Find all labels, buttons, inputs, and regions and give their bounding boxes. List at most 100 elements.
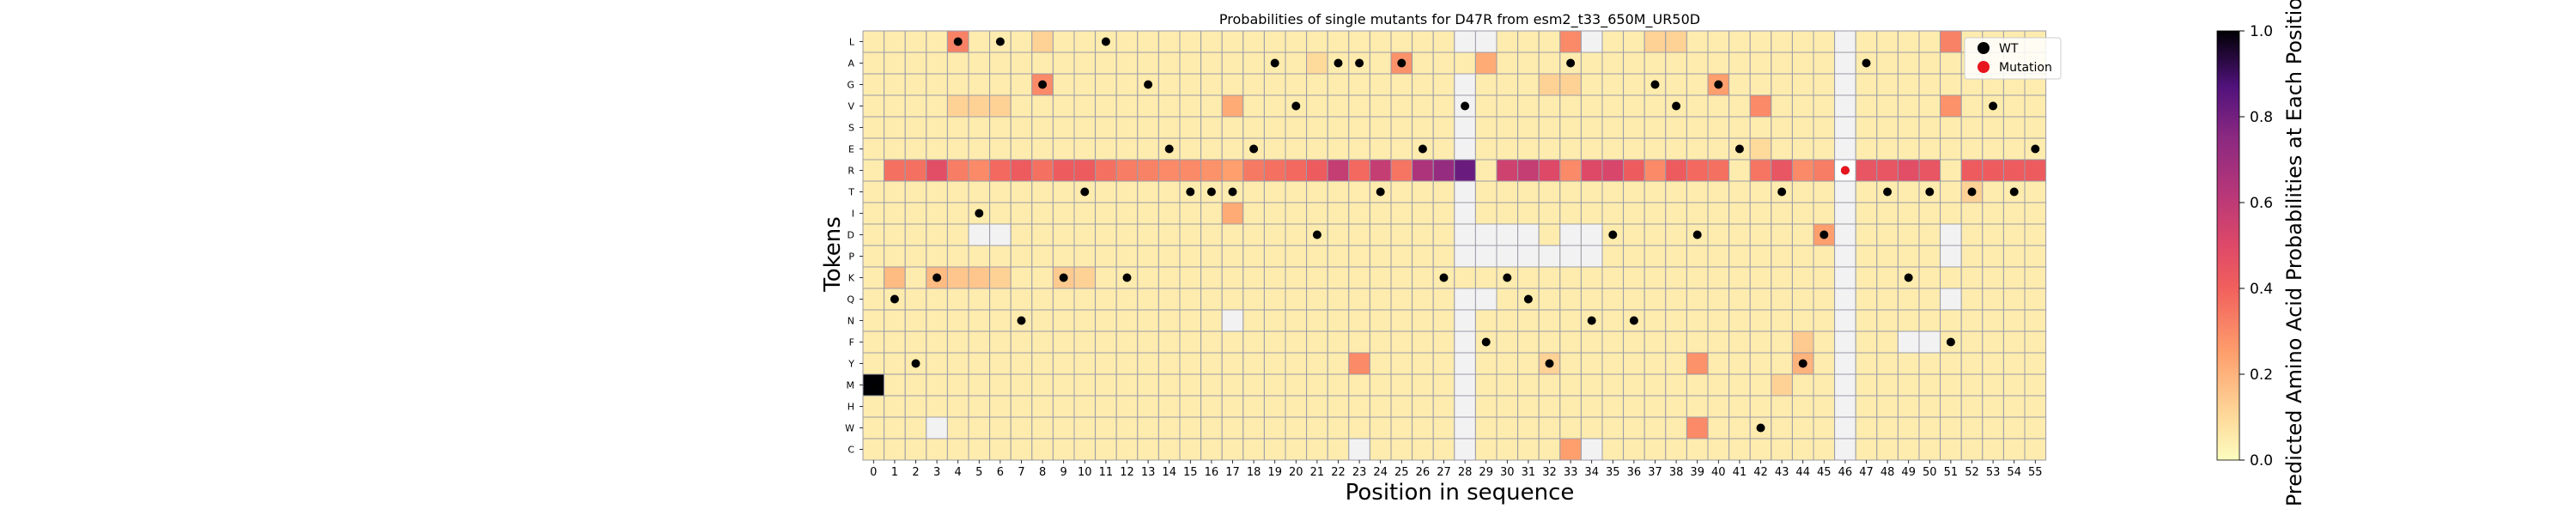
y-tick-label: F: [849, 337, 854, 348]
heatmap-cell: [1179, 438, 1202, 461]
wt-marker: [1355, 58, 1364, 68]
heatmap-cell: [1031, 416, 1054, 439]
heatmap-cell: [1813, 73, 1836, 96]
heatmap-cell: [1200, 438, 1223, 461]
heatmap-cell: [1095, 223, 1117, 246]
heatmap-cell: [1052, 180, 1075, 203]
heatmap-cell: [1348, 202, 1370, 225]
wt-marker: [869, 380, 878, 390]
heatmap-cell: [1643, 116, 1667, 139]
heatmap-cell: [1749, 137, 1772, 161]
heatmap-cell: [946, 202, 969, 225]
heatmap-cell: [1876, 395, 1899, 418]
heatmap-cell: [1157, 116, 1181, 139]
heatmap-cell: [1813, 416, 1836, 439]
heatmap-cell: [1897, 330, 1920, 354]
heatmap-cell: [1559, 245, 1582, 268]
heatmap-cell: [1707, 352, 1730, 375]
heatmap-cell: [1876, 245, 1899, 268]
heatmap-cell: [968, 30, 991, 53]
heatmap-cell: [1580, 266, 1603, 289]
heatmap-cell: [1982, 245, 2004, 268]
heatmap-cell: [1538, 73, 1561, 96]
heatmap-cell: [1918, 202, 1941, 225]
heatmap-cell: [1327, 416, 1350, 439]
heatmap-cell: [1474, 202, 1498, 225]
heatmap-cell: [1031, 202, 1054, 225]
heatmap-cell: [1665, 116, 1687, 139]
heatmap-cell: [1263, 438, 1286, 461]
wt-marker: [1608, 230, 1618, 239]
heatmap-cell: [1137, 245, 1159, 268]
heatmap-cell: [1010, 180, 1033, 203]
heatmap-cell: [1517, 116, 1540, 139]
heatmap-cell: [1474, 52, 1498, 75]
x-tick-label: 41: [1733, 466, 1747, 479]
y-axis-label: Tokens: [820, 216, 846, 293]
heatmap-cell: [926, 159, 948, 182]
heatmap-cell: [1665, 288, 1687, 311]
heatmap-cell: [1263, 330, 1286, 354]
heatmap-cell: [1369, 330, 1392, 354]
heatmap-cell: [1179, 266, 1202, 289]
heatmap-cell: [1517, 373, 1540, 397]
y-tick-label: T: [848, 187, 854, 198]
heatmap-cell: [1940, 223, 1962, 246]
heatmap-cell: [1791, 202, 1814, 225]
heatmap-cell: [1474, 159, 1498, 182]
heatmap-cell: [1686, 202, 1709, 225]
heatmap-cell: [1517, 352, 1540, 375]
heatmap-cell: [1897, 180, 1920, 203]
wt-marker: [911, 359, 920, 368]
heatmap-cell: [1876, 116, 1899, 139]
x-tick-label: 37: [1648, 466, 1662, 479]
y-tick-label: M: [847, 380, 855, 391]
heatmap-cell: [2002, 438, 2026, 461]
heatmap-cell: [1601, 159, 1625, 182]
heatmap-cell: [1348, 330, 1370, 354]
heatmap-cell: [1623, 395, 1645, 418]
wt-marker: [1439, 273, 1449, 282]
heatmap-cell: [1474, 30, 1498, 53]
heatmap-cell: [1327, 223, 1350, 246]
y-tick-label: V: [848, 101, 854, 112]
heatmap-cell: [884, 137, 906, 161]
heatmap-cell: [1643, 159, 1667, 182]
heatmap-cell: [1559, 330, 1582, 354]
heatmap-cell: [1918, 159, 1941, 182]
heatmap-cell: [1157, 416, 1181, 439]
heatmap-cell: [2002, 202, 2026, 225]
heatmap-cell: [1432, 373, 1455, 397]
heatmap-cell: [1623, 330, 1645, 354]
heatmap-cell: [946, 395, 969, 418]
heatmap-cell: [1285, 202, 1308, 225]
heatmap-cell: [1263, 52, 1286, 75]
heatmap-cell: [1686, 52, 1709, 75]
heatmap-cell: [904, 116, 927, 139]
heatmap-cell: [1348, 352, 1370, 375]
heatmap-cell: [1771, 416, 1793, 439]
heatmap-cell: [968, 52, 991, 75]
heatmap-cell: [1601, 180, 1625, 203]
heatmap-cell: [1496, 288, 1519, 311]
colorbar-tick-label: 0.8: [2250, 109, 2273, 126]
heatmap-cell: [1432, 330, 1455, 354]
heatmap-cell: [1707, 373, 1730, 397]
heatmap-cell: [1327, 202, 1350, 225]
heatmap-cell: [1327, 288, 1350, 311]
heatmap-cell: [1728, 438, 1751, 461]
heatmap-cell: [1538, 180, 1561, 203]
heatmap-cell: [862, 116, 885, 139]
heatmap-cell: [1115, 416, 1139, 439]
wt-marker: [1566, 58, 1576, 68]
heatmap-cell: [1791, 245, 1814, 268]
x-tick-label: 1: [891, 466, 898, 479]
heatmap-cell: [1855, 202, 1878, 225]
heatmap-cell: [1432, 116, 1455, 139]
heatmap-cell: [1728, 223, 1751, 246]
heatmap-cell: [1031, 116, 1054, 139]
heatmap-cell: [1601, 202, 1625, 225]
heatmap-cell: [1791, 330, 1814, 354]
heatmap-cell: [946, 94, 969, 118]
x-tick-label: 52: [1965, 466, 1979, 479]
